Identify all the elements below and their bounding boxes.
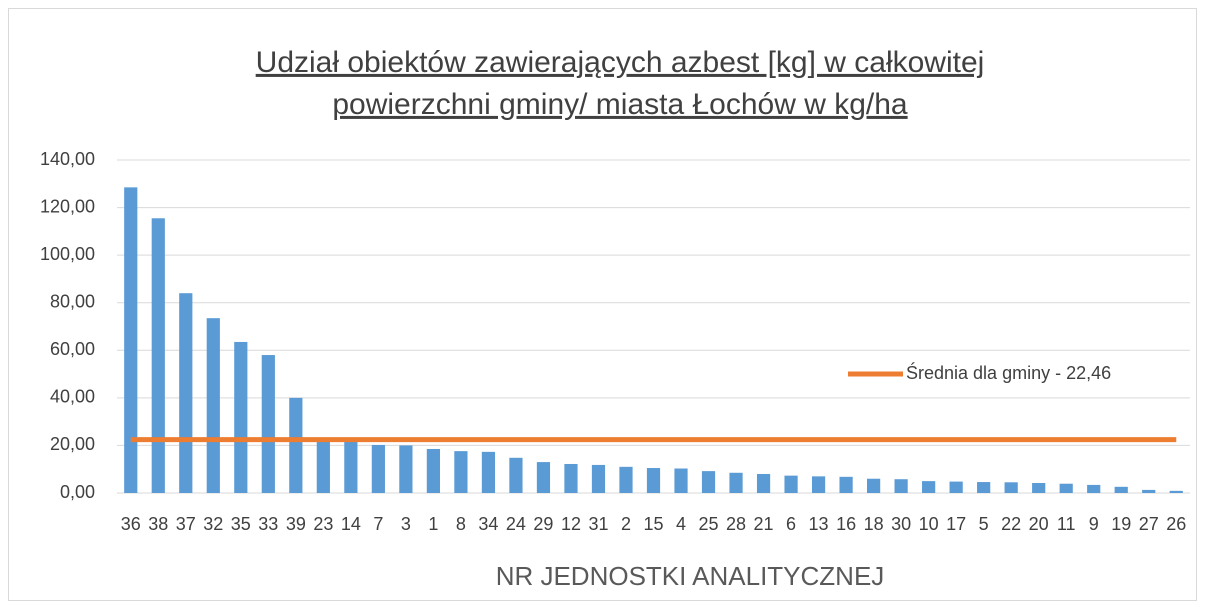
bar xyxy=(1087,484,1101,493)
x-tick-label: 8 xyxy=(456,514,466,534)
bar xyxy=(206,318,220,493)
bar xyxy=(839,476,853,493)
x-tick-label: 14 xyxy=(341,514,361,534)
bar xyxy=(124,187,138,493)
y-tick-label: 100,00 xyxy=(40,244,95,264)
y-tick-label: 20,00 xyxy=(50,434,95,454)
x-tick-label: 4 xyxy=(676,514,686,534)
bar xyxy=(454,451,468,493)
bar xyxy=(1142,489,1156,493)
x-tick-label: 15 xyxy=(643,514,663,534)
x-tick-label: 26 xyxy=(1166,514,1186,534)
chart-title: powierzchni gminy/ miasta Łochów w kg/ha xyxy=(332,88,908,121)
x-tick-label: 7 xyxy=(373,514,383,534)
bar xyxy=(784,475,798,493)
bar xyxy=(344,440,358,493)
bar xyxy=(701,471,716,493)
x-tick-label: 22 xyxy=(1001,514,1021,534)
bar xyxy=(536,462,551,493)
x-tick-label: 34 xyxy=(478,514,498,534)
x-axis-title: NR JEDNOSTKI ANALITYCZNEJ xyxy=(496,561,885,591)
x-tick-label: 32 xyxy=(203,514,223,534)
bar xyxy=(674,468,688,493)
x-tick-label: 19 xyxy=(1111,514,1131,534)
bar xyxy=(949,481,963,493)
bar xyxy=(977,482,991,493)
bar xyxy=(316,440,330,493)
bar xyxy=(564,463,578,493)
bar xyxy=(1114,486,1128,493)
x-tick-label: 37 xyxy=(176,514,196,534)
x-tick-label: 33 xyxy=(258,514,278,534)
y-tick-label: 0,00 xyxy=(60,482,95,502)
bar xyxy=(591,464,606,493)
bar xyxy=(399,445,413,493)
bar xyxy=(894,479,908,493)
bar xyxy=(1059,483,1073,493)
bar xyxy=(922,481,936,493)
x-tick-label: 27 xyxy=(1139,514,1159,534)
y-tick-label: 40,00 xyxy=(50,387,95,407)
x-tick-label: 9 xyxy=(1089,514,1099,534)
bar xyxy=(729,472,743,493)
x-tick-label: 1 xyxy=(428,514,438,534)
x-tick-label: 38 xyxy=(148,514,168,534)
x-tick-label: 12 xyxy=(561,514,581,534)
bar xyxy=(619,466,633,493)
y-tick-label: 140,00 xyxy=(40,149,95,169)
bar xyxy=(371,444,385,493)
chart-border xyxy=(8,8,1197,601)
y-tick-label: 120,00 xyxy=(40,196,95,216)
bar xyxy=(481,451,496,493)
x-tick-label: 5 xyxy=(979,514,989,534)
x-tick-label: 13 xyxy=(809,514,829,534)
legend-label: Średnia dla gminy - 22,46 xyxy=(906,362,1111,383)
y-tick-label: 80,00 xyxy=(50,291,95,311)
bar xyxy=(234,341,248,493)
bar xyxy=(1004,482,1018,493)
x-tick-label: 24 xyxy=(506,514,526,534)
bar xyxy=(509,457,523,493)
x-tick-label: 30 xyxy=(891,514,911,534)
x-tick-label: 6 xyxy=(786,514,796,534)
x-tick-label: 29 xyxy=(533,514,553,534)
chart-title: Udział obiektów zawierających azbest [kg… xyxy=(256,46,985,79)
bar xyxy=(811,476,826,493)
bar xyxy=(756,473,771,493)
y-tick-label: 60,00 xyxy=(50,339,95,359)
x-tick-label: 3 xyxy=(401,514,411,534)
bar xyxy=(289,397,303,493)
bar xyxy=(646,468,661,493)
x-tick-label: 31 xyxy=(588,514,608,534)
bar xyxy=(261,355,275,493)
x-tick-label: 21 xyxy=(754,514,774,534)
x-tick-label: 11 xyxy=(1057,514,1076,534)
x-tick-label: 20 xyxy=(1029,514,1049,534)
x-tick-label: 23 xyxy=(313,514,333,534)
x-tick-label: 17 xyxy=(946,514,966,534)
bar xyxy=(151,218,165,493)
x-tick-label: 16 xyxy=(836,514,856,534)
x-tick-label: 28 xyxy=(726,514,746,534)
x-tick-label: 10 xyxy=(919,514,939,534)
bar xyxy=(866,478,881,493)
bar xyxy=(1032,483,1046,493)
x-tick-label: 25 xyxy=(699,514,719,534)
x-tick-label: 18 xyxy=(864,514,884,534)
bar xyxy=(426,448,441,493)
bar xyxy=(179,293,193,493)
x-tick-label: 36 xyxy=(121,514,141,534)
x-tick-label: 35 xyxy=(231,514,251,534)
x-tick-label: 2 xyxy=(621,514,631,534)
x-tick-label: 39 xyxy=(286,514,306,534)
bar xyxy=(1169,490,1183,493)
